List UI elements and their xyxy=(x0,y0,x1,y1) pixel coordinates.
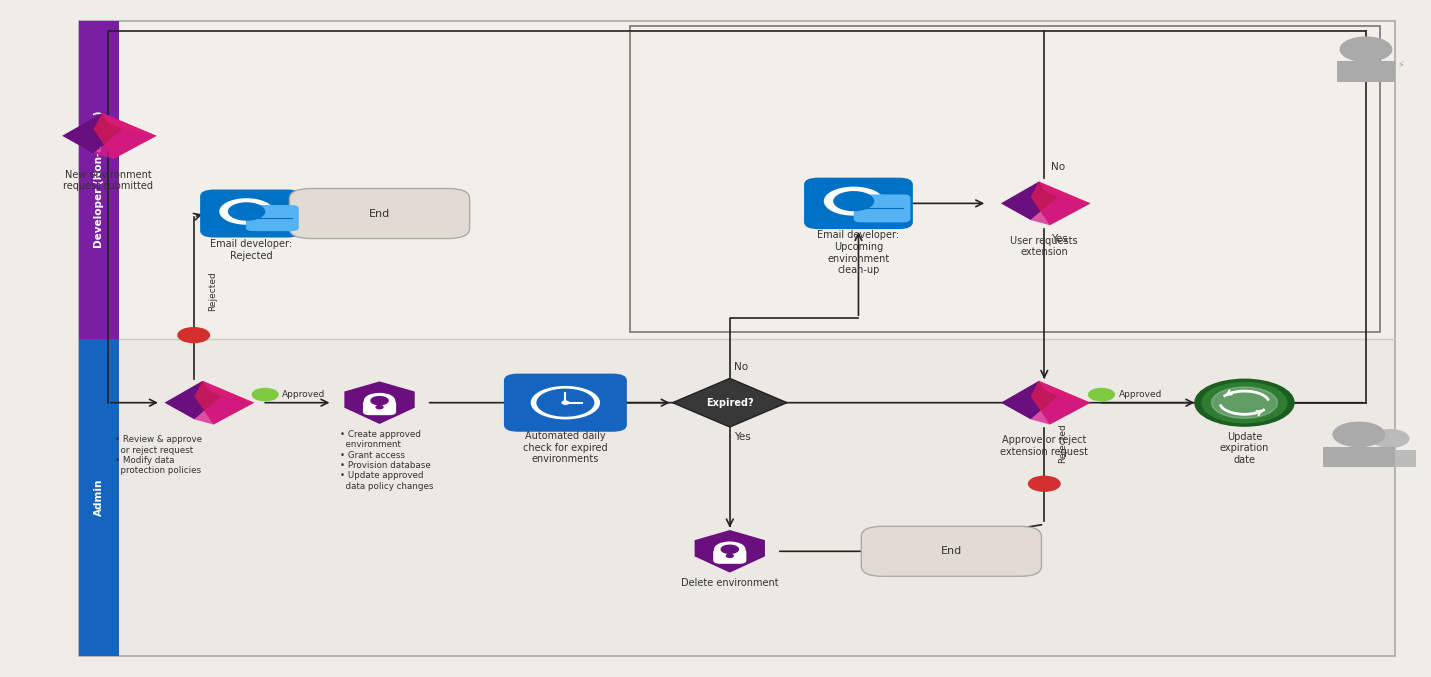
Polygon shape xyxy=(1367,450,1417,467)
Circle shape xyxy=(252,389,278,401)
Polygon shape xyxy=(1030,197,1090,225)
Text: Email developer:
Upcoming
environment
clean-up: Email developer: Upcoming environment cl… xyxy=(817,230,900,276)
Text: Email developer:
Rejected: Email developer: Rejected xyxy=(210,239,292,261)
Polygon shape xyxy=(694,530,766,573)
Text: ⚡: ⚡ xyxy=(1398,60,1404,70)
Circle shape xyxy=(1029,477,1060,492)
Text: Yes: Yes xyxy=(1052,234,1068,244)
Circle shape xyxy=(537,389,594,416)
Text: Approved: Approved xyxy=(1119,390,1162,399)
Circle shape xyxy=(365,393,395,408)
Text: Automated daily
check for expired
environments: Automated daily check for expired enviro… xyxy=(524,431,608,464)
Polygon shape xyxy=(195,381,255,424)
Circle shape xyxy=(220,199,273,224)
Circle shape xyxy=(1341,37,1392,62)
FancyBboxPatch shape xyxy=(504,374,627,432)
Polygon shape xyxy=(1000,181,1058,220)
Text: End: End xyxy=(940,546,962,556)
Circle shape xyxy=(1334,422,1385,447)
Polygon shape xyxy=(93,129,156,159)
Circle shape xyxy=(1202,383,1286,422)
Text: • Create approved
  environment
• Grant access
• Provision database
• Update app: • Create approved environment • Grant ac… xyxy=(339,430,434,491)
Circle shape xyxy=(1089,389,1115,401)
FancyBboxPatch shape xyxy=(79,338,1395,656)
FancyBboxPatch shape xyxy=(854,194,910,222)
Text: • Review & approve
  or reject request
• Modify data
  protection policies: • Review & approve or reject request • M… xyxy=(114,435,202,475)
FancyBboxPatch shape xyxy=(79,21,1395,338)
Polygon shape xyxy=(345,381,415,424)
Circle shape xyxy=(1372,430,1410,447)
Text: Rejected: Rejected xyxy=(207,271,218,311)
Circle shape xyxy=(371,397,388,405)
FancyBboxPatch shape xyxy=(79,21,119,338)
Polygon shape xyxy=(165,381,222,419)
Text: User requests
extension: User requests extension xyxy=(1010,236,1078,257)
Text: Yes: Yes xyxy=(734,432,751,441)
Text: Expired?: Expired? xyxy=(705,397,754,408)
Polygon shape xyxy=(1324,447,1395,467)
FancyBboxPatch shape xyxy=(246,205,299,231)
Polygon shape xyxy=(1039,381,1090,403)
Circle shape xyxy=(1195,379,1294,426)
Text: Approved: Approved xyxy=(282,390,326,399)
Polygon shape xyxy=(1000,381,1058,419)
FancyBboxPatch shape xyxy=(861,526,1042,576)
Text: New environment
request submitted: New environment request submitted xyxy=(63,170,153,191)
Text: Approve or reject
extension request: Approve or reject extension request xyxy=(1000,435,1089,457)
FancyBboxPatch shape xyxy=(79,338,119,656)
Text: No: No xyxy=(1052,162,1066,172)
Text: Update
expiration
date: Update expiration date xyxy=(1219,432,1269,465)
FancyBboxPatch shape xyxy=(200,190,302,238)
Text: Developer (Non-admin): Developer (Non-admin) xyxy=(94,111,104,248)
Polygon shape xyxy=(1338,62,1395,82)
FancyBboxPatch shape xyxy=(289,188,469,238)
Circle shape xyxy=(834,192,873,211)
Circle shape xyxy=(376,406,384,409)
Polygon shape xyxy=(1030,381,1090,424)
Circle shape xyxy=(531,387,600,419)
Circle shape xyxy=(824,188,883,215)
Circle shape xyxy=(716,542,744,556)
Circle shape xyxy=(727,554,733,557)
FancyBboxPatch shape xyxy=(713,548,747,564)
Polygon shape xyxy=(673,378,787,427)
Text: Delete environment: Delete environment xyxy=(681,578,778,588)
Text: No: No xyxy=(734,362,748,372)
FancyBboxPatch shape xyxy=(804,177,913,229)
Text: Admin: Admin xyxy=(94,479,104,516)
FancyBboxPatch shape xyxy=(363,400,396,415)
Circle shape xyxy=(562,401,568,404)
Polygon shape xyxy=(93,113,156,159)
Polygon shape xyxy=(1030,396,1090,424)
Polygon shape xyxy=(62,113,122,154)
Polygon shape xyxy=(1039,181,1090,203)
Text: End: End xyxy=(369,209,391,219)
Circle shape xyxy=(1212,387,1278,418)
Circle shape xyxy=(721,545,738,553)
Polygon shape xyxy=(102,113,156,136)
Circle shape xyxy=(177,328,209,343)
Polygon shape xyxy=(1030,181,1090,225)
Text: Rejected: Rejected xyxy=(1059,423,1068,463)
Polygon shape xyxy=(203,381,255,403)
Polygon shape xyxy=(195,396,255,424)
Circle shape xyxy=(229,203,265,220)
